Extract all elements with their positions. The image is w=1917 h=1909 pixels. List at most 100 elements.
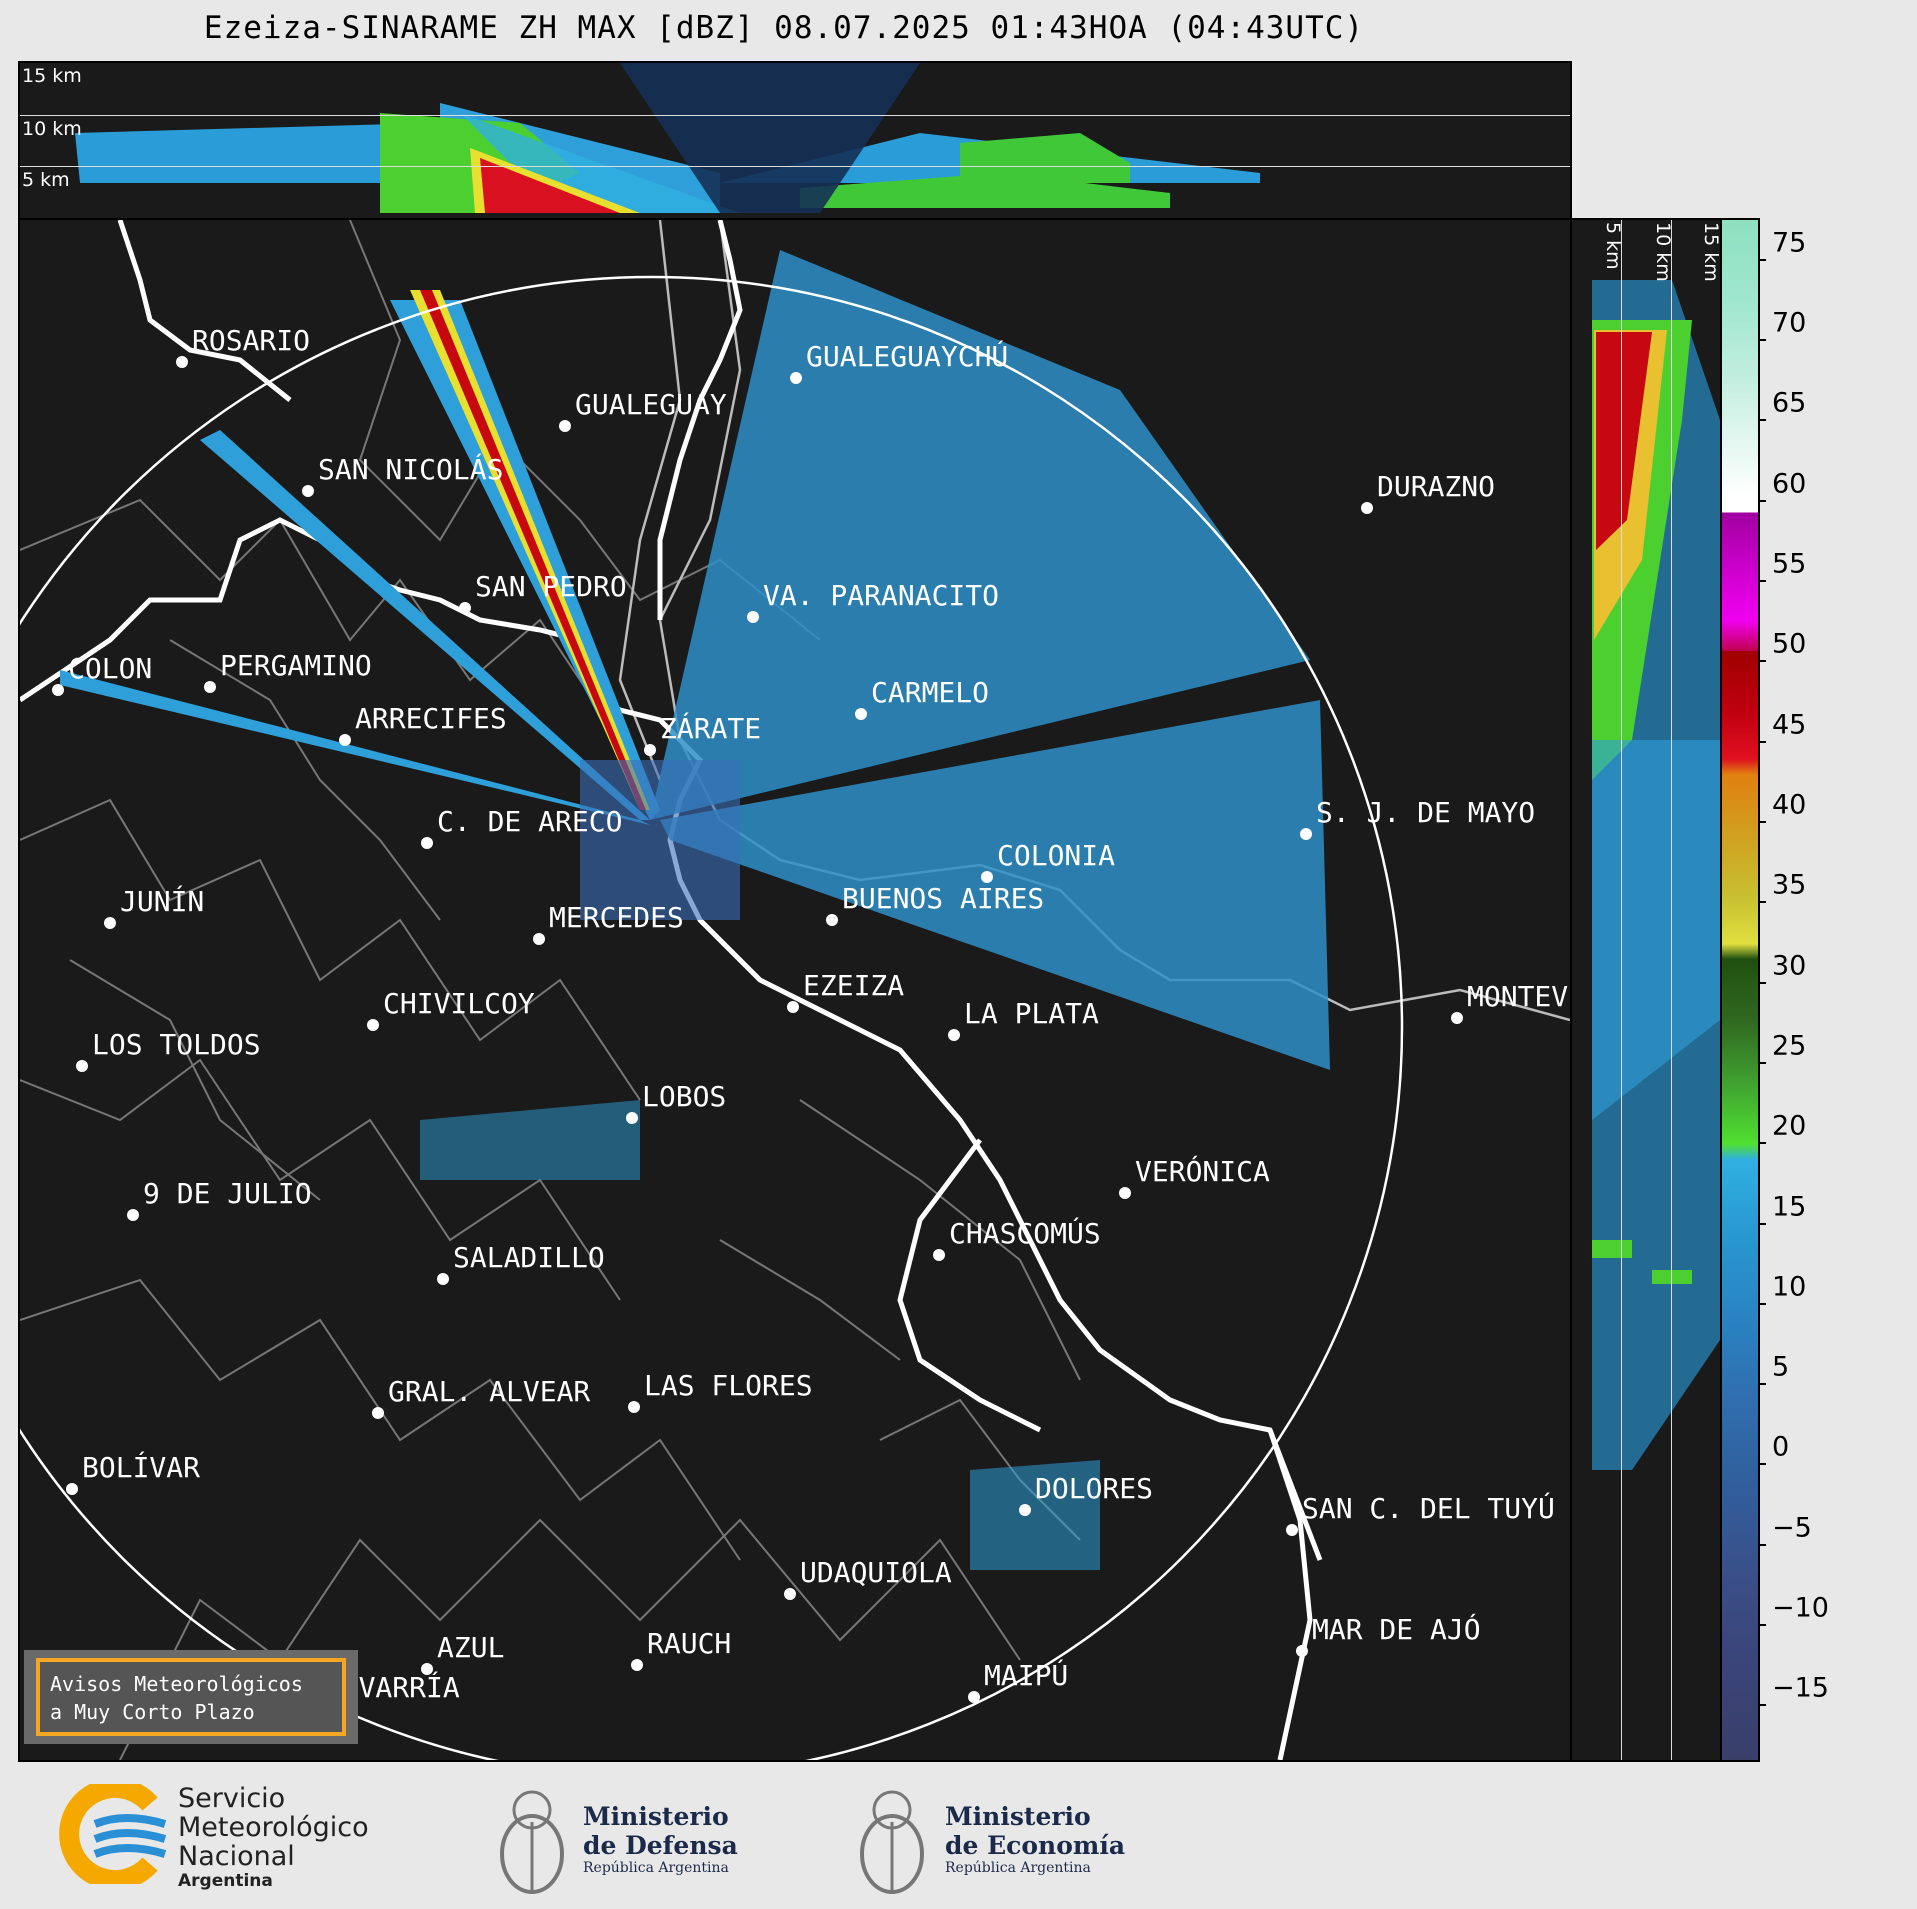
- top-profile-svg: [75, 63, 1260, 213]
- city-los-toldos: LOS TOLDOS: [92, 1028, 261, 1061]
- echo-nw-red: [420, 290, 646, 810]
- smn-logo-icon: [59, 1784, 167, 1884]
- footer: Servicio Meteorológico Nacional Argentin…: [0, 1762, 1917, 1909]
- right-alt-15km: 15 km: [1700, 222, 1722, 282]
- range-ring: [20, 275, 1404, 1760]
- city-buenos-aires: BUENOS AIRES: [842, 882, 1044, 915]
- right-echo-cell: [1592, 1240, 1632, 1258]
- city-san-nicolas: SAN NICOLÁS: [318, 452, 503, 486]
- top-vertical-profile: 15 km 10 km 5 km: [18, 61, 1572, 220]
- cb-tick-minus15: −15: [1758, 1673, 1829, 1719]
- radar-map: ROSARIO GUALEGUAYCHÚ GUALEGUAY SAN NICOL…: [18, 218, 1572, 1762]
- smn-line-1: Servicio: [178, 1783, 286, 1814]
- city-chascomus: CHASCOMÚS: [949, 1216, 1101, 1250]
- cb-tick-55: 55: [1758, 549, 1806, 595]
- cb-tick-minus5: −5: [1758, 1513, 1812, 1559]
- top-alt-15km: 15 km: [22, 65, 82, 87]
- right-vertical-profile: 5 km 10 km 15 km: [1570, 218, 1722, 1762]
- top-echo-green-2: [800, 173, 1170, 208]
- chart-title: Ezeiza-SINARAME ZH MAX [dBZ] 08.07.2025 …: [203, 10, 1365, 46]
- cb-tick-40: 40: [1758, 790, 1806, 836]
- right-alt-line-10: [1671, 220, 1672, 1760]
- echo-clutter: [580, 760, 740, 920]
- smn-line-4: Argentina: [178, 1871, 273, 1891]
- cb-tick-60: 60: [1758, 469, 1806, 515]
- right-echo-red: [1596, 332, 1652, 550]
- cb-tick-30: 30: [1758, 951, 1806, 997]
- city-colon: COLON: [68, 652, 152, 685]
- top-alt-line-5: [20, 166, 1570, 167]
- cb-tick-10: 10: [1758, 1272, 1806, 1318]
- cb-tick-0: 0: [1758, 1432, 1789, 1478]
- echo-ne-fan: [650, 250, 1310, 820]
- economia-line-3: República Argentina: [945, 1860, 1091, 1876]
- economia-coat-of-arms-icon: [860, 1790, 924, 1894]
- radar-map-svg: ROSARIO GUALEGUAYCHÚ GUALEGUAY SAN NICOL…: [20, 220, 1570, 1760]
- city-maipu: MAIPÚ: [984, 1658, 1068, 1692]
- smn-line-3: Nacional: [178, 1841, 295, 1872]
- defensa-line-2: de Defensa: [583, 1831, 738, 1860]
- city-pergamino: PERGAMINO: [220, 649, 372, 682]
- city-markers: ROSARIO GUALEGUAYCHÚ GUALEGUAY SAN NICOL…: [52, 324, 1570, 1715]
- economia-logo-text: Ministerio de Economía República Argenti…: [945, 1802, 1125, 1876]
- top-alt-10km: 10 km: [22, 118, 82, 140]
- city-veronica: VERÓNICA: [1135, 1154, 1270, 1188]
- cb-tick-35: 35: [1758, 870, 1806, 916]
- city-carmelo: CARMELO: [871, 676, 989, 709]
- echo-south-cells: [420, 1100, 640, 1180]
- city-gualeguaychu: GUALEGUAYCHÚ: [806, 339, 1008, 373]
- city-rauch: RAUCH: [647, 1627, 731, 1660]
- avisos-line-2: a Muy Corto Plazo: [50, 1700, 255, 1724]
- avisos-line-1: Avisos Meteorológicos: [50, 1672, 303, 1696]
- cb-tick-minus10: −10: [1758, 1593, 1829, 1639]
- city-montevideo: MONTEVIDEO: [1467, 980, 1570, 1013]
- city-azul: AZUL: [437, 1631, 504, 1664]
- right-alt-10km: 10 km: [1652, 222, 1674, 282]
- city-arrecifes: ARRECIFES: [355, 702, 507, 735]
- city-9-de-julio: 9 DE JULIO: [143, 1177, 312, 1210]
- city-sj-de-mayo: S. J. DE MAYO: [1316, 796, 1535, 829]
- smn-line-2: Meteorológico: [178, 1812, 369, 1843]
- defensa-coat-of-arms-icon: [500, 1790, 564, 1894]
- city-c-de-areco: C. DE ARECO: [437, 805, 622, 838]
- radar-echoes: [60, 250, 1330, 1570]
- right-echo-cell-2: [1652, 1270, 1692, 1284]
- city-gualeguay: GUALEGUAY: [575, 388, 727, 421]
- right-alt-line-5: [1621, 220, 1622, 1760]
- cb-tick-70: 70: [1758, 308, 1806, 354]
- defensa-line-3: República Argentina: [583, 1860, 729, 1876]
- top-clutter: [620, 63, 920, 213]
- city-la-plata: LA PLATA: [964, 997, 1099, 1030]
- city-junin: JUNÍN: [120, 884, 204, 918]
- cb-tick-50: 50: [1758, 629, 1806, 675]
- cb-tick-5: 5: [1758, 1352, 1789, 1398]
- city-san-c-del-tuyu: SAN C. DEL TUYÚ: [1302, 1491, 1555, 1525]
- avisos-box[interactable]: Avisos Meteorológicos a Muy Corto Plazo: [36, 1658, 346, 1736]
- city-colonia: COLONIA: [997, 839, 1115, 872]
- city-gral-alvear: GRAL. ALVEAR: [388, 1375, 590, 1408]
- city-durazno: DURAZNO: [1377, 470, 1495, 503]
- city-san-pedro: SAN PEDRO: [475, 570, 627, 603]
- city-rosario: ROSARIO: [192, 324, 310, 357]
- city-lobos: LOBOS: [642, 1080, 726, 1113]
- top-alt-5km: 5 km: [22, 169, 70, 191]
- right-alt-5km: 5 km: [1602, 222, 1624, 270]
- top-alt-line-10: [20, 115, 1570, 116]
- city-las-flores: LAS FLORES: [644, 1369, 813, 1402]
- city-udaquiola: UDAQUIOLA: [800, 1556, 952, 1589]
- cb-tick-20: 20: [1758, 1111, 1806, 1157]
- dbz-colorbar: [1720, 218, 1760, 1762]
- echo-e-fan: [660, 700, 1330, 1070]
- echo-dolores-cells: [970, 1460, 1100, 1570]
- right-echo-lower: [1592, 740, 1720, 1120]
- city-mar-de-ajo: MAR DE AJÓ: [1312, 1612, 1481, 1646]
- city-saladillo: SALADILLO: [453, 1241, 605, 1274]
- city-va-paranacito: VA. PARANACITO: [763, 579, 999, 612]
- cb-tick-45: 45: [1758, 710, 1806, 756]
- economia-line-1: Ministerio: [945, 1802, 1091, 1831]
- city-chivilcoy: CHIVILCOY: [383, 987, 535, 1020]
- city-bolivar: BOLÍVAR: [82, 1450, 200, 1484]
- cb-tick-25: 25: [1758, 1031, 1806, 1077]
- defensa-logo-text: Ministerio de Defensa República Argentin…: [583, 1802, 738, 1876]
- city-ezeiza: EZEIZA: [803, 969, 904, 1002]
